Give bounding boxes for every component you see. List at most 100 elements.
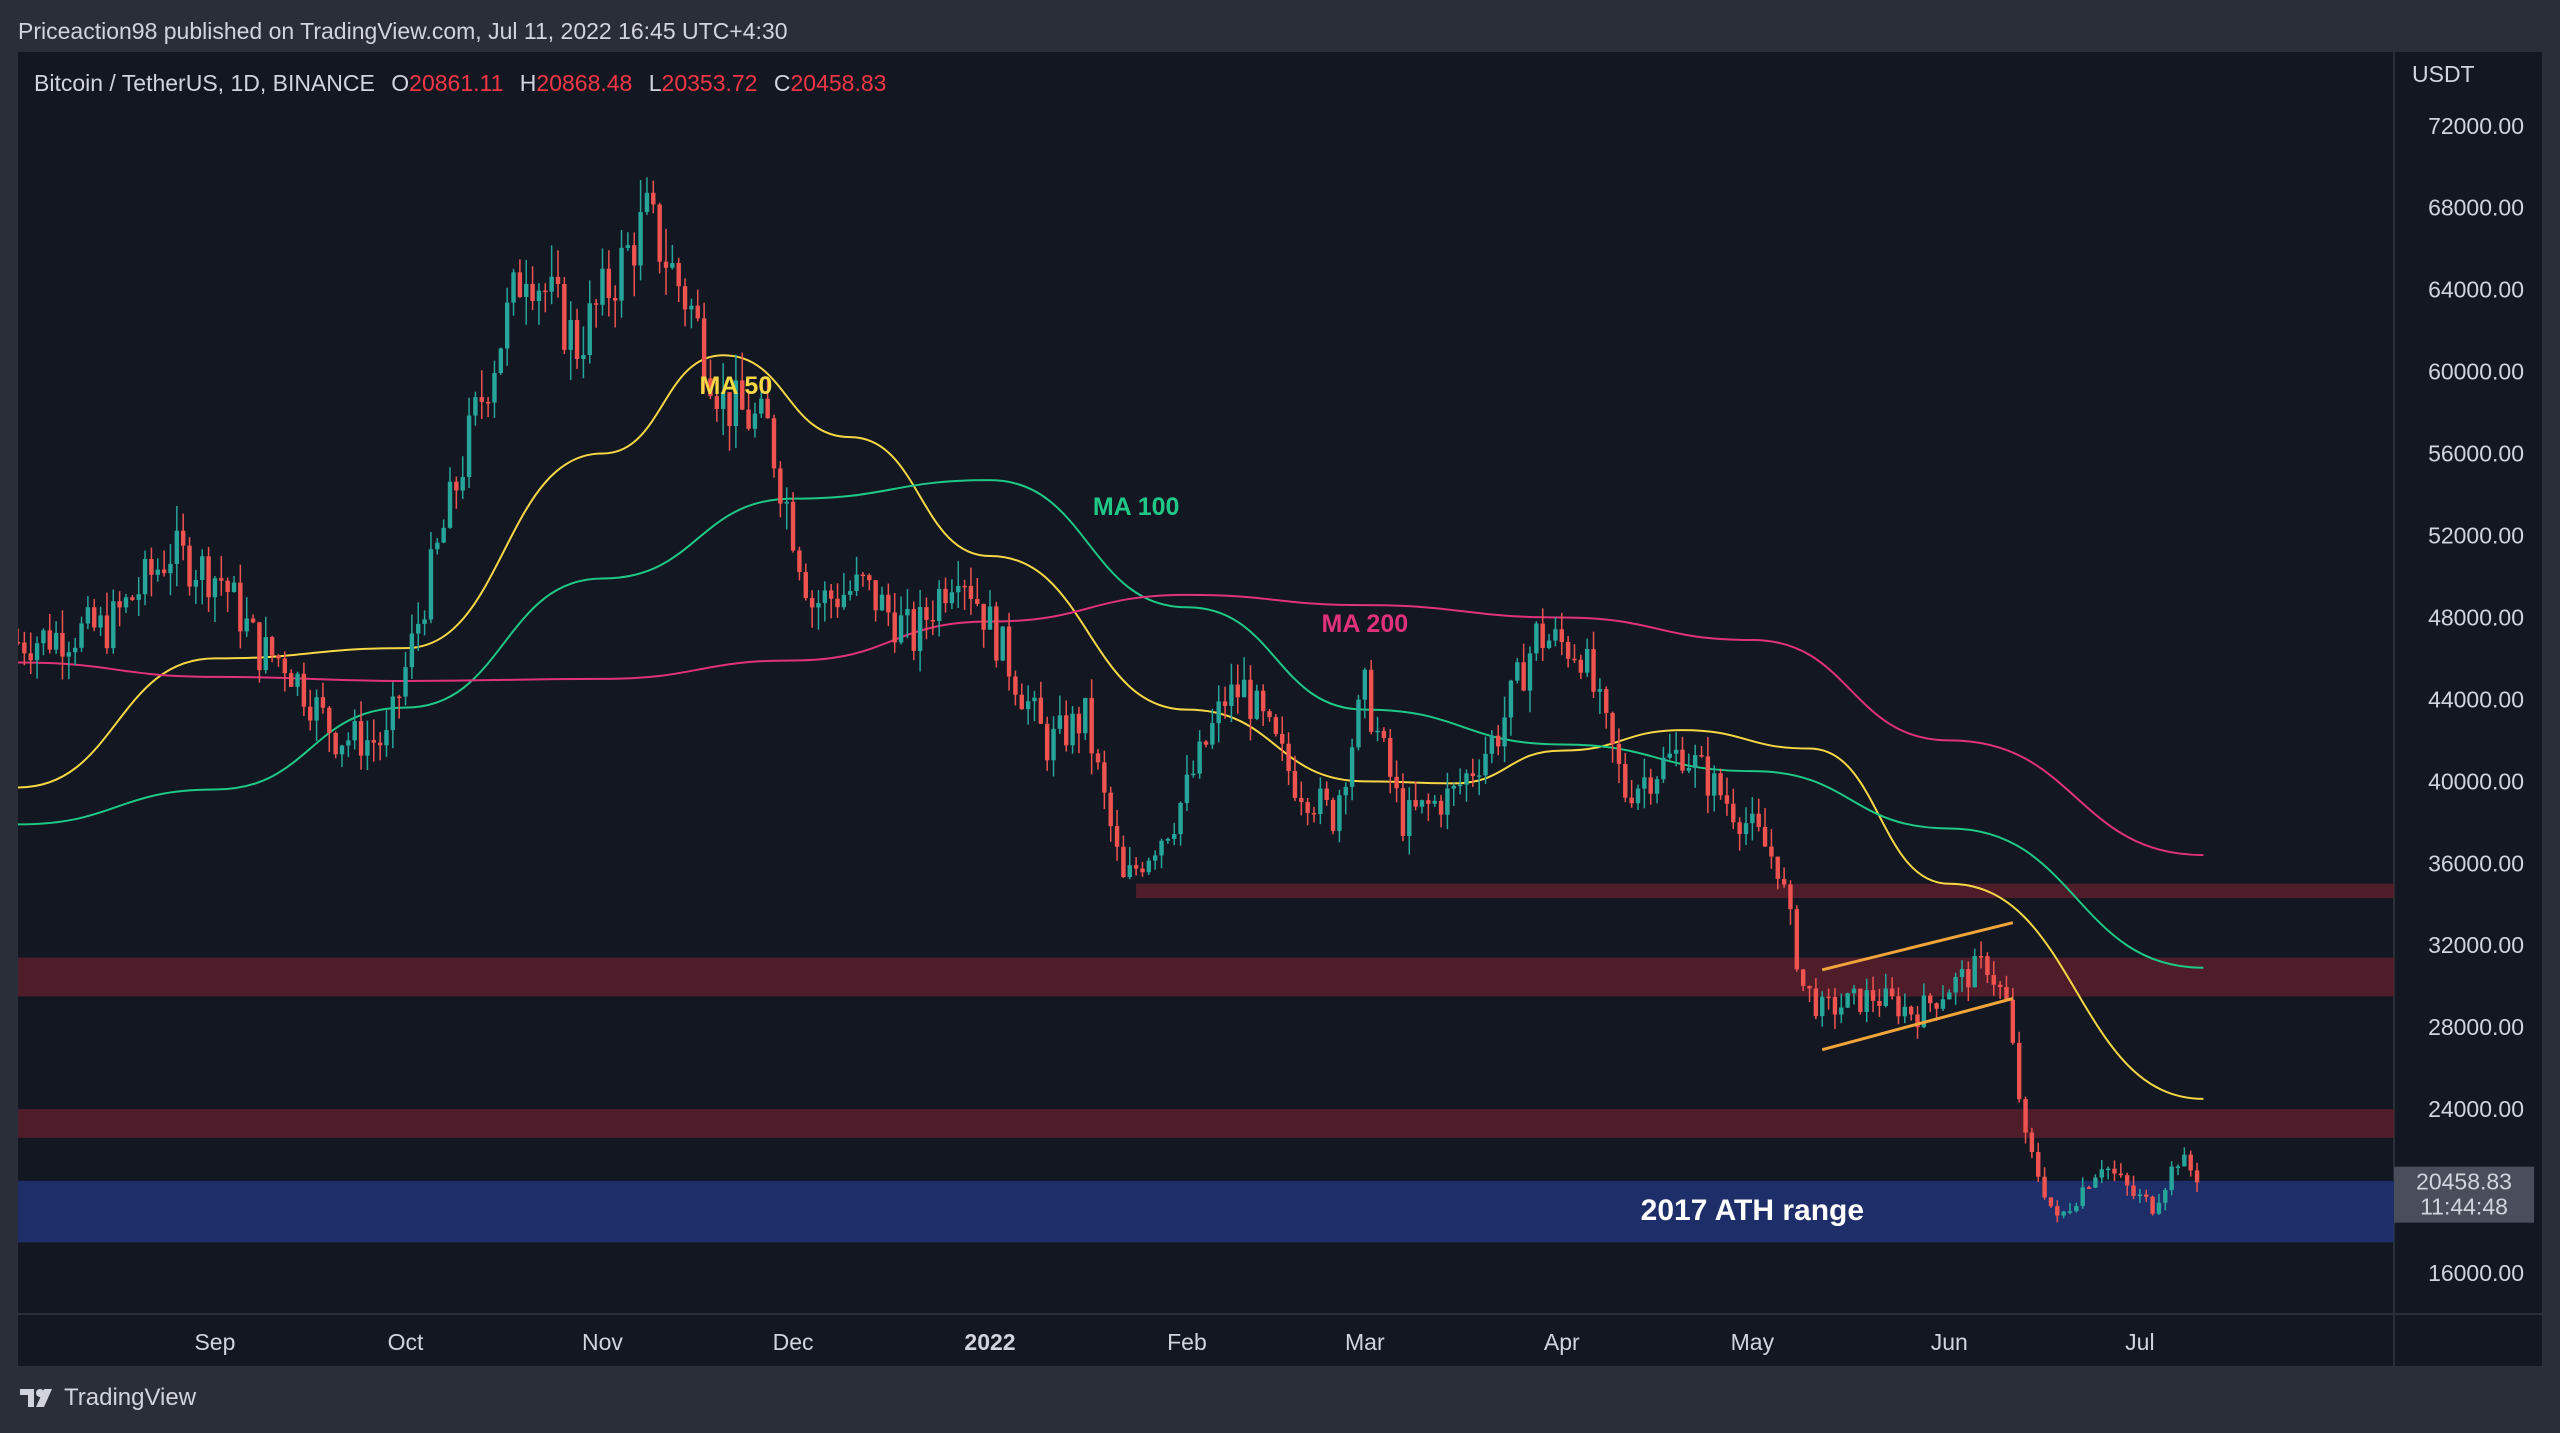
candle-body [1362,669,1368,700]
candle-body [695,305,700,319]
candle-body [1032,697,1037,702]
symbol-legend: Bitcoin / TetherUS, 1D, BINANCE O20861.1… [34,70,886,97]
candle-body [644,192,650,213]
candle-body [816,603,821,608]
resistance-zone [1136,883,2394,899]
candle-body [1654,779,1660,794]
candle-body [447,481,453,528]
candle-body [1222,701,1228,706]
candle-body [1108,792,1113,827]
candle-body [968,585,974,600]
candle-body [441,527,446,543]
candle-body [276,655,281,659]
candle-body [85,607,91,624]
candle-body [2144,1194,2149,1197]
candle-body [2036,1152,2041,1177]
candle-body [651,192,656,205]
candle-body [1584,648,1590,673]
y-tick-label: 40000.00 [2428,768,2524,794]
x-tick-label: May [1731,1329,1775,1355]
candle-body [987,606,993,630]
candle-body [2010,999,2016,1043]
candle-body [117,601,122,608]
candle-body [917,607,923,651]
candle-body [396,696,402,699]
candle-body [492,373,497,403]
candle-body [892,612,897,643]
candle-body [765,398,770,419]
candle-body [1597,689,1603,692]
candle-body [2029,1132,2035,1153]
chart-panel[interactable]: MA 50 MA 100 MA 200 2017 ATH range USDT 720… [18,52,2542,1366]
ma50-line [18,354,2204,1100]
candle-body [790,501,796,551]
y-tick-label: 28000.00 [2428,1014,2524,1040]
candle-body [111,601,116,649]
candle-body [2188,1154,2193,1171]
x-tick-label: Feb [1167,1329,1207,1355]
low-label: L [648,70,662,96]
candle-body [1419,800,1425,807]
candle-body [1673,749,1679,754]
candle-body [206,556,211,598]
candle-body [1241,679,1247,698]
x-tick-label: Jul [2125,1329,2154,1355]
candle-body [1813,988,1819,1017]
candle-body [2175,1166,2181,1168]
tradingview-brand[interactable]: TradingView [18,1384,196,1412]
candle-body [1997,984,2003,988]
candle-body [1807,985,1812,989]
candle-body [1781,878,1787,885]
candle-body [1692,755,1698,768]
candle-body [1286,743,1291,772]
candle-body [288,673,294,687]
y-tick-label: 44000.00 [2428,686,2524,712]
candle-body [1712,773,1717,796]
candle-body [2112,1168,2117,1174]
candle-body [619,247,624,301]
candle-body [784,501,789,504]
candle-body [1966,969,1971,988]
candle-body [1299,797,1304,803]
candle-body [161,569,167,574]
candle-body [1210,723,1215,745]
candle-body [174,530,180,564]
candle-body [1178,802,1183,835]
candle-body [803,571,808,599]
candle-body [701,318,707,379]
candle-body [1172,834,1177,839]
candle-body [2074,1206,2079,1212]
candle-body [104,615,110,649]
symbol-name: Bitcoin / TetherUS, 1D, BINANCE [34,70,375,96]
candle-body [1197,741,1202,774]
candle-body [1006,626,1012,677]
candles-layer [18,177,2200,1223]
candle-body [1972,956,1977,988]
candle-body [1114,826,1120,847]
candle-body [1985,956,1990,976]
candle-body [1978,956,1984,958]
candle-body [905,608,910,616]
candle-body [1559,629,1564,642]
candle-body [473,397,478,416]
candle-body [543,290,548,293]
ma-200-label: MA 200 [1322,610,1409,638]
price-chart[interactable]: MA 50 MA 100 MA 200 2017 ATH range USDT 720… [18,52,2542,1366]
open-value: 20861.11 [409,70,504,96]
candle-body [269,637,275,656]
candle-body [1464,773,1469,785]
candle-body [301,673,307,707]
candle-body [759,398,764,414]
candle-body [28,653,33,661]
candle-body [1610,712,1615,744]
candle-body [1445,788,1450,815]
candle-body [676,263,681,287]
ma-50-label: MA 50 [700,372,773,400]
candle-body [1959,969,1965,977]
candle-body [384,730,389,746]
candle-body [1826,996,1831,999]
candle-body [936,588,942,621]
candle-body [1311,813,1317,815]
candle-body [295,673,300,687]
candle-body [1546,640,1552,649]
